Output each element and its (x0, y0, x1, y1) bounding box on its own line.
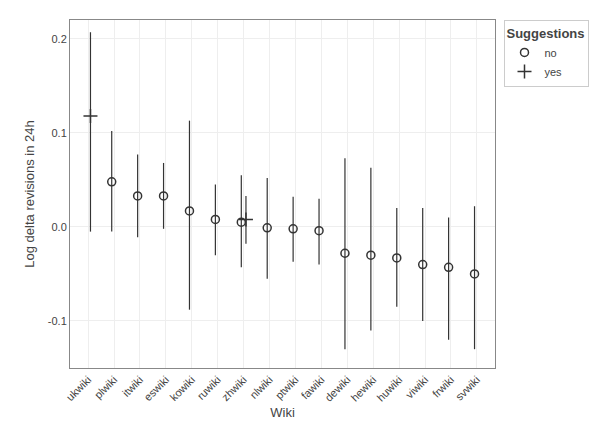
svg-text:dewiki: dewiki (322, 374, 352, 404)
svg-text:ruwiki: ruwiki (195, 374, 223, 402)
svg-text:ptwiki: ptwiki (273, 374, 301, 402)
svg-text:kowiki: kowiki (167, 374, 197, 404)
svg-text:0.0: 0.0 (52, 221, 67, 233)
svg-text:0.2: 0.2 (52, 33, 67, 45)
svg-text:eswiki: eswiki (142, 374, 172, 404)
svg-text:-0.1: -0.1 (48, 315, 67, 327)
svg-text:plwiki: plwiki (92, 374, 120, 402)
svg-text:huwiki: huwiki (374, 374, 404, 404)
svg-text:zhwiki: zhwiki (219, 374, 249, 404)
svg-text:fawiki: fawiki (299, 374, 327, 402)
svg-text:Log delta revisions in 24h: Log delta revisions in 24h (22, 120, 37, 267)
svg-text:Wiki: Wiki (270, 405, 295, 420)
svg-text:nlwiki: nlwiki (247, 374, 275, 402)
svg-text:frwiki: frwiki (430, 374, 456, 400)
svg-text:yes: yes (545, 66, 563, 78)
svg-text:svwiki: svwiki (453, 374, 482, 403)
svg-text:Suggestions: Suggestions (507, 26, 585, 41)
svg-text:0.1: 0.1 (52, 127, 67, 139)
svg-text:itwiki: itwiki (120, 374, 145, 399)
svg-text:no: no (545, 47, 557, 59)
svg-text:ukwiki: ukwiki (64, 374, 94, 404)
svg-text:viwiki: viwiki (403, 374, 430, 401)
svg-text:hewiki: hewiki (348, 374, 378, 404)
